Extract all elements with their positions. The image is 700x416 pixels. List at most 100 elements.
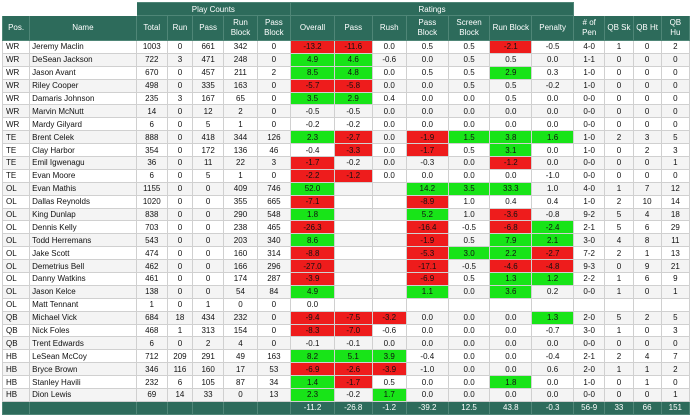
stat-cell: 0.0 — [447, 310, 491, 325]
column-header[interactable]: Run Block — [223, 15, 258, 41]
stat-cell: 0 — [632, 40, 662, 54]
column-header[interactable]: Pass — [333, 15, 373, 41]
stat-cell: 6 — [135, 168, 168, 183]
stat-cell: 1.3 — [531, 310, 575, 325]
stat-cell: 174 — [223, 272, 258, 286]
player-name-cell: Damaris Johnson — [29, 91, 137, 106]
stat-cell: 0 — [191, 207, 225, 222]
stat-cell: 160 — [191, 362, 225, 377]
stat-cell: 344 — [223, 130, 258, 145]
position-cell: HB — [1, 375, 31, 390]
stat-cell: 0 — [256, 168, 292, 183]
stat-cell: 0 — [256, 117, 292, 132]
player-name-cell: Evan Moore — [29, 168, 137, 183]
stat-cell: 211 — [223, 65, 258, 80]
stat-cell: 1 — [191, 297, 225, 312]
column-header[interactable]: Screen Block — [447, 15, 491, 41]
table-row: OL Matt Tennant 1 0 1 0 0 0.0 — [1, 297, 691, 312]
stat-cell — [573, 297, 606, 312]
stat-cell: -0.4 — [290, 143, 335, 158]
stat-cell: 0.0 — [531, 117, 575, 132]
stat-cell: 1 — [135, 297, 168, 312]
stat-cell: 3 — [660, 323, 691, 338]
stat-cell: 1020 — [135, 194, 168, 209]
stat-cell: 0 — [191, 284, 225, 299]
column-header[interactable]: Name — [29, 15, 137, 41]
stat-cell: -7.0 — [333, 323, 373, 338]
stat-cell: 0 — [166, 207, 193, 222]
column-header[interactable]: Total — [135, 15, 168, 41]
column-header[interactable]: # of Pen — [573, 15, 606, 41]
position-cell: OL — [1, 272, 31, 286]
stat-cell: 0.2 — [531, 284, 575, 299]
column-header[interactable]: QB Ht — [632, 15, 662, 41]
player-name-cell: Stanley Havili — [29, 375, 137, 390]
stat-cell: 0.0 — [405, 388, 449, 402]
stat-cell: 4.9 — [290, 52, 335, 67]
stat-cell: 14 — [660, 194, 691, 209]
stat-cell: 5.1 — [333, 349, 373, 364]
stat-cell: 0-0 — [573, 388, 606, 402]
stat-cell: 17 — [223, 362, 258, 377]
stat-cell: 1 — [223, 168, 258, 183]
stat-cell: -0.8 — [531, 207, 575, 222]
stat-cell: 0 — [256, 104, 292, 119]
stat-cell: 0 — [191, 233, 225, 248]
totals-cell — [256, 400, 292, 415]
column-header[interactable]: Pass Block — [405, 15, 449, 41]
stat-cell: 1.2 — [531, 272, 575, 286]
stat-cell: 0 — [223, 388, 258, 402]
stat-cell: 0 — [166, 194, 193, 209]
player-name-cell: Demetrius Bell — [29, 259, 137, 274]
stat-cell: 3.5 — [447, 181, 491, 196]
stat-cell: 14 — [166, 388, 193, 402]
stat-cell: 0.5 — [447, 40, 491, 54]
column-header[interactable]: Pass Block — [256, 15, 292, 41]
blank-header-cell — [573, 2, 690, 16]
stat-cell: 163 — [256, 349, 292, 364]
stat-cell: 232 — [223, 310, 258, 325]
column-header[interactable]: Run — [166, 15, 193, 41]
stat-cell: 340 — [256, 233, 292, 248]
stat-cell: 0 — [604, 259, 634, 274]
totals-cell — [135, 400, 168, 415]
column-header[interactable]: Run Block — [489, 15, 533, 41]
stat-cell: -26.3 — [290, 220, 335, 235]
stat-cell: 0 — [256, 40, 292, 54]
stat-cell: 2-0 — [573, 310, 606, 325]
stat-cell — [371, 297, 407, 312]
stat-cell: 0 — [191, 220, 225, 235]
stat-cell: 0 — [604, 52, 634, 67]
stat-cell — [333, 233, 373, 248]
stat-cell: 22 — [223, 156, 258, 170]
player-name-cell: Trent Edwards — [29, 336, 137, 351]
column-header[interactable]: Overall — [290, 15, 335, 41]
column-header[interactable]: Pass — [191, 15, 225, 41]
stat-cell: 1 — [604, 272, 634, 286]
player-name-cell: Dennis Kelly — [29, 220, 137, 235]
stat-cell — [604, 297, 634, 312]
stat-cell: 0-0 — [573, 284, 606, 299]
stat-cell — [333, 284, 373, 299]
stat-cell: 5 — [604, 310, 634, 325]
stat-cell: 7 — [632, 181, 662, 196]
position-cell: TE — [1, 143, 31, 158]
column-header[interactable]: Penalty — [531, 15, 575, 41]
stat-cell: 1-0 — [573, 375, 606, 390]
table-row: HB LeSean McCoy 712 209 291 49 163 8.2 5.1 3.9 -0.… — [1, 349, 691, 364]
totals-cell: 43.8 — [489, 400, 533, 415]
column-header[interactable]: Pos. — [1, 15, 31, 41]
column-header[interactable]: Rush — [371, 15, 407, 41]
stat-cell: -1.7 — [405, 143, 449, 158]
stat-cell: 1-0 — [573, 78, 606, 93]
stat-cell: 0.0 — [447, 117, 491, 132]
column-header[interactable]: QB Hu — [660, 15, 691, 41]
stat-cell: -0.2 — [333, 156, 373, 170]
table-row: WR Mardy Gilyard 6 0 5 1 0 -0.2 -0.2 0.0 0.0 0.0 0.0… — [1, 117, 691, 132]
stat-cell: 0 — [166, 104, 193, 119]
table-row: WR DeSean Jackson 722 3 471 248 0 4.9 4.6 -0.6 0.0… — [1, 52, 691, 67]
stat-cell: 232 — [135, 375, 168, 390]
stat-cell: 409 — [223, 181, 258, 196]
column-header[interactable]: QB Sk — [604, 15, 634, 41]
stat-cell: -5.3 — [405, 246, 449, 261]
